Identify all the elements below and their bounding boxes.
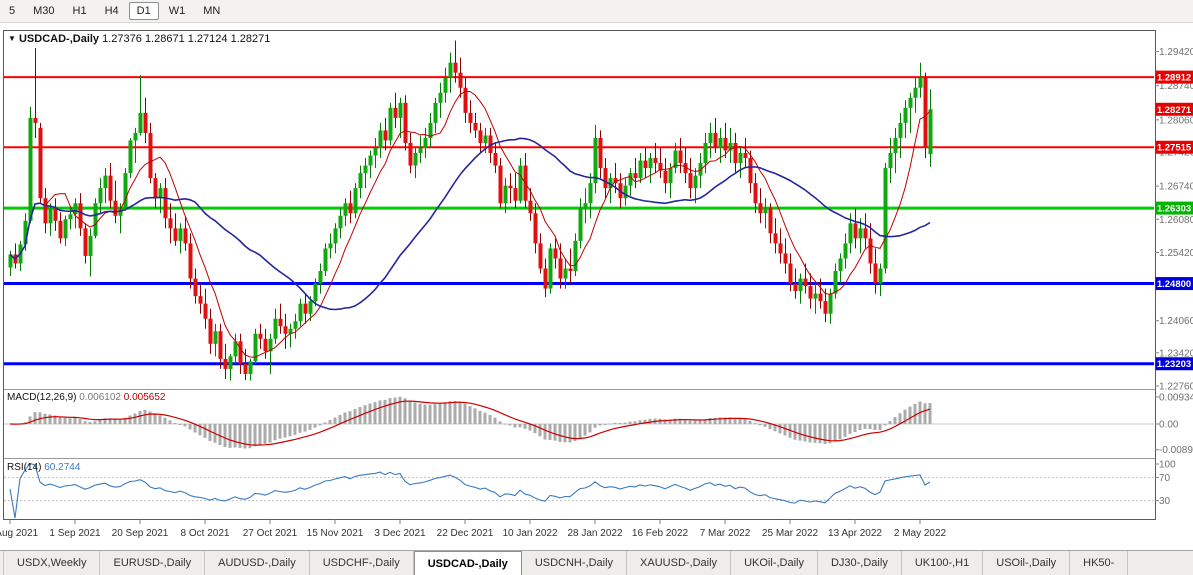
tf-button-h1[interactable]: H1 xyxy=(72,5,87,17)
tab-audusd-daily[interactable]: AUDUSD-,Daily xyxy=(205,551,310,575)
svg-text:25 Mar 2022: 25 Mar 2022 xyxy=(762,528,819,539)
moving-average-lines xyxy=(9,91,931,358)
tab-dj30-daily[interactable]: DJ30-,Daily xyxy=(818,551,902,575)
macd-name: MACD(12,26,9) xyxy=(7,392,77,403)
svg-text:2 May 2022: 2 May 2022 xyxy=(894,528,947,539)
svg-text:20 Sep 2021: 20 Sep 2021 xyxy=(112,528,169,539)
svg-text:1.26080: 1.26080 xyxy=(1159,215,1193,226)
svg-text:27 Oct 2021: 27 Oct 2021 xyxy=(243,528,298,539)
symbol-tabbar: USDX,Weekly EURUSD-,Daily AUDUSD-,Daily USD… xyxy=(0,550,1193,575)
svg-text:1.28740: 1.28740 xyxy=(1159,81,1193,92)
rsi-value: 60.2744 xyxy=(44,462,81,473)
svg-text:7 Mar 2022: 7 Mar 2022 xyxy=(700,528,751,539)
tf-button-mn[interactable]: MN xyxy=(203,5,221,17)
svg-text:28 Jan 2022: 28 Jan 2022 xyxy=(567,528,622,539)
svg-text:16 Feb 2022: 16 Feb 2022 xyxy=(632,528,689,539)
svg-text:1.28912: 1.28912 xyxy=(1157,73,1191,84)
svg-text:1.23420: 1.23420 xyxy=(1159,348,1193,359)
svg-text:13 Aug 2021: 13 Aug 2021 xyxy=(0,528,39,539)
tab-ukoil-daily[interactable]: UKOil-,Daily xyxy=(731,551,818,575)
tf-button-m30[interactable]: M30 xyxy=(33,5,55,17)
macd-indicator xyxy=(4,396,1154,449)
price-badges: 1.28912 1.28271 1.27515 1.26303 1.24800 1.232… xyxy=(1155,70,1193,371)
svg-text:70: 70 xyxy=(1159,473,1171,484)
chart-title: ▼ USDCAD-,Daily 1.27376 1.28671 1.27124 … xyxy=(8,33,270,45)
svg-text:22 Dec 2021: 22 Dec 2021 xyxy=(437,528,494,539)
tab-uk100-h1[interactable]: UK100-,H1 xyxy=(902,551,984,575)
svg-text:1 Sep 2021: 1 Sep 2021 xyxy=(49,528,101,539)
tab-hk50[interactable]: HK50- xyxy=(1070,551,1129,575)
tab-usdx-weekly[interactable]: USDX,Weekly xyxy=(3,551,101,575)
macd-main-value: 0.006102 xyxy=(79,392,121,403)
svg-text:10 Jan 2022: 10 Jan 2022 xyxy=(502,528,557,539)
svg-text:8 Oct 2021: 8 Oct 2021 xyxy=(181,528,230,539)
tf-button-h4[interactable]: H4 xyxy=(104,5,119,17)
svg-text:100: 100 xyxy=(1159,460,1176,471)
svg-text:30: 30 xyxy=(1159,496,1171,507)
tf-button-d1[interactable]: D1 xyxy=(128,2,159,20)
time-axis[interactable]: 13 Aug 2021 1 Sep 2021 20 Sep 2021 8 Oct 20… xyxy=(0,519,947,540)
svg-text:15 Nov 2021: 15 Nov 2021 xyxy=(307,528,364,539)
macd-indicator-label: MACD(12,26,9) 0.006102 0.005652 xyxy=(7,392,165,403)
tf-button-w1[interactable]: W1 xyxy=(168,5,186,17)
svg-text:0.00934: 0.00934 xyxy=(1159,393,1193,404)
chart-frame xyxy=(3,30,1156,520)
chart-symbol-period: USDCAD-,Daily xyxy=(18,33,100,45)
svg-text:1.25420: 1.25420 xyxy=(1159,248,1193,259)
svg-text:1.29420: 1.29420 xyxy=(1159,47,1193,58)
svg-text:1.24800: 1.24800 xyxy=(1157,279,1191,290)
tab-usdcad-daily[interactable]: USDCAD-,Daily xyxy=(413,551,522,575)
chart-plot-area[interactable] xyxy=(3,30,1155,520)
pane-separators[interactable] xyxy=(3,389,1155,459)
svg-text:1.27515: 1.27515 xyxy=(1157,143,1192,154)
chart-dropdown-icon: ▼ xyxy=(8,34,16,43)
svg-text:3 Dec 2021: 3 Dec 2021 xyxy=(374,528,426,539)
rsi-indicator xyxy=(4,462,1154,519)
svg-text:1.28060: 1.28060 xyxy=(1159,115,1193,126)
tab-eurusd-daily[interactable]: EURUSD-,Daily xyxy=(100,551,206,575)
tab-usdcnh-daily[interactable]: USDCNH-,Daily xyxy=(522,551,628,575)
rsi-name: RSI(14) xyxy=(7,462,42,473)
svg-text:1.24060: 1.24060 xyxy=(1159,316,1193,327)
svg-text:0.00: 0.00 xyxy=(1159,420,1179,431)
tab-usdchf-daily[interactable]: USDCHF-,Daily xyxy=(310,551,414,575)
svg-text:1.26740: 1.26740 xyxy=(1159,182,1193,193)
timeframe-toolbar: 5 M30 H1 H4 D1 W1 MN xyxy=(0,0,1193,23)
rsi-indicator-label: RSI(14) 60.2744 xyxy=(7,462,80,473)
chart-ohlc-values: 1.27376 1.28671 1.27124 1.28271 xyxy=(102,33,271,45)
svg-text:-0.00890: -0.00890 xyxy=(1159,445,1193,456)
tab-xauusd-daily[interactable]: XAUUSD-,Daily xyxy=(627,551,732,575)
svg-text:1.28271: 1.28271 xyxy=(1157,105,1192,116)
tf-button-5[interactable]: 5 xyxy=(9,5,16,17)
macd-signal-value: 0.005652 xyxy=(123,392,166,403)
svg-text:13 Apr 2022: 13 Apr 2022 xyxy=(828,528,882,539)
tab-usoil-daily[interactable]: USOil-,Daily xyxy=(983,551,1071,575)
svg-text:1.22760: 1.22760 xyxy=(1159,381,1193,392)
svg-text:1.23203: 1.23203 xyxy=(1157,359,1191,370)
svg-text:1.26303: 1.26303 xyxy=(1157,204,1191,215)
